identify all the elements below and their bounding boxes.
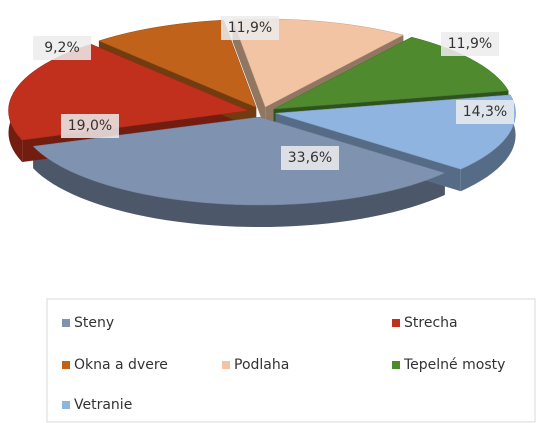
pie-slice — [275, 94, 516, 170]
data-label-box — [441, 32, 499, 56]
data-label: 11,9% — [448, 36, 492, 52]
data-label: 11,9% — [228, 20, 272, 36]
slice-rim — [33, 146, 445, 228]
data-label: 19,0% — [68, 118, 112, 134]
data-label: 33,6% — [288, 150, 332, 166]
legend-label: Vetranie — [74, 397, 132, 413]
legend-label: Tepelné mosty — [403, 357, 505, 373]
data-label-box — [33, 36, 91, 60]
legend-label: Strecha — [404, 315, 458, 331]
data-label-box — [456, 100, 514, 124]
legend-label: Steny — [74, 315, 114, 331]
slice-wall — [232, 19, 266, 130]
legend-label: Okna a dvere — [74, 357, 168, 373]
slice-rim — [460, 94, 516, 192]
data-label-box — [281, 146, 339, 170]
data-label-box — [61, 114, 119, 138]
legend-box — [46, 298, 536, 423]
pie-slice — [98, 19, 257, 108]
data-label: 14,3% — [463, 104, 507, 120]
pie-slice — [32, 116, 446, 206]
legend-swatch — [392, 319, 400, 327]
data-label-box — [221, 16, 279, 40]
legend-swatch — [222, 361, 230, 369]
legend-swatch — [392, 361, 400, 369]
legend-swatch — [62, 361, 70, 369]
legend-swatch — [62, 319, 70, 327]
legend-swatch — [62, 401, 70, 409]
legend-label: Podlaha — [234, 357, 289, 373]
data-label: 9,2% — [44, 40, 80, 56]
